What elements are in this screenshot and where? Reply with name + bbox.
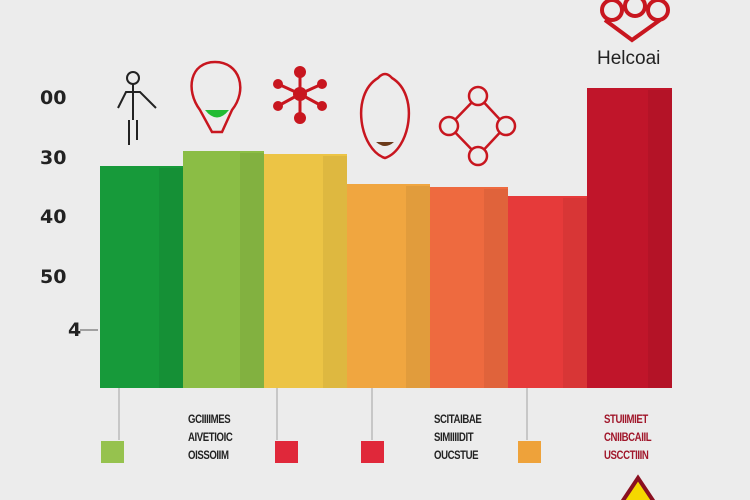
y-tick: 4 [68, 319, 82, 341]
annotation-3: STUIIMIET CNIIBCAIIL USCCTIIIN [604, 410, 652, 464]
annotation-1: GCIIIIMES AIVETIOIC OISSOIIM [188, 410, 233, 464]
molecule-icon [294, 112, 306, 124]
red-flower-logo [600, 0, 624, 22]
annotation-line: OUCSTUE [434, 448, 479, 462]
annotation-line: USCCTIIIN [604, 448, 649, 462]
annotation-line: STUIIMIET [604, 412, 648, 426]
red-flower-logo [603, 18, 662, 43]
red-flower-logo [623, 0, 647, 18]
person-icon [126, 71, 140, 85]
bar [347, 184, 430, 388]
bar [587, 88, 672, 388]
bar [264, 154, 347, 388]
bar-shade [159, 168, 183, 388]
bar-shade [484, 189, 508, 388]
annotation-line: OISSOIIM [188, 448, 229, 462]
molecule-icon [317, 101, 327, 111]
bar-shade [406, 186, 430, 388]
legend-marker [101, 441, 124, 463]
person-icon [117, 84, 157, 145]
annotation-line: SIMIIIIDIT [434, 430, 474, 444]
network-icon [467, 145, 489, 167]
annotation-2: SCITAIBAE SIMIIIIDIT OUCSTUE [434, 410, 482, 464]
y-tick: 00 [40, 87, 67, 109]
annotation-line: GCIIIIMES [188, 412, 231, 426]
y-tick: 40 [40, 206, 67, 228]
bulb-icon [205, 110, 229, 118]
annotation-line: SCITAIBAE [434, 412, 482, 426]
warning-triangle-icon [620, 474, 656, 500]
bulb-icon [190, 60, 242, 134]
flask-icon [359, 72, 411, 160]
legend-marker [518, 441, 541, 463]
bar [508, 196, 587, 388]
bar [430, 187, 508, 388]
bar-shade [323, 156, 347, 388]
bar-shade [240, 153, 264, 388]
network-icon [495, 115, 517, 137]
network-icon [438, 115, 460, 137]
red-flower-logo [646, 0, 670, 22]
molecule-icon [273, 101, 283, 111]
annotation-line: CNIIBCAIIL [604, 430, 652, 444]
flask-icon [376, 142, 394, 146]
annotation-line: AIVETIOIC [188, 430, 233, 444]
network-icon [467, 85, 489, 107]
brand-name: Helcoai [597, 48, 661, 69]
legend-marker [361, 441, 384, 463]
bar [183, 151, 264, 388]
molecule-icon [273, 79, 283, 89]
bar-shade [648, 90, 672, 388]
y-tick: 30 [40, 147, 67, 169]
molecule-icon [294, 66, 306, 78]
molecule-icon [317, 79, 327, 89]
bar-shade [563, 198, 587, 388]
legend-marker [275, 441, 298, 463]
y-tick: 50 [40, 266, 67, 288]
bar [100, 166, 183, 388]
